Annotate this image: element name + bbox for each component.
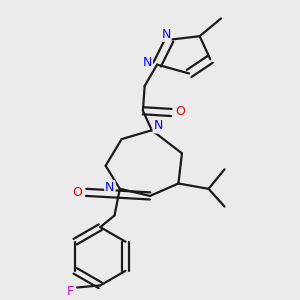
Text: O: O [72, 186, 82, 199]
Text: F: F [67, 284, 74, 298]
Text: N: N [161, 28, 171, 41]
Text: N: N [105, 181, 115, 194]
Text: O: O [175, 105, 185, 118]
Text: N: N [154, 119, 163, 133]
Text: N: N [142, 56, 152, 69]
